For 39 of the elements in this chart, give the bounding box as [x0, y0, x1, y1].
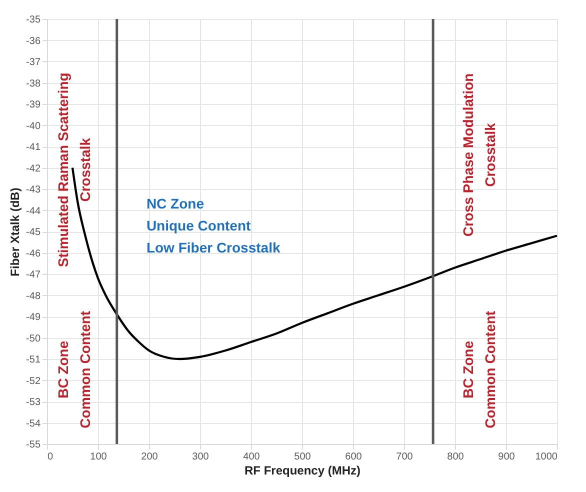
y-tick-label: -36 — [26, 36, 41, 47]
y-tick-label: -54 — [26, 418, 41, 430]
y-tick-label: -48 — [26, 290, 41, 302]
x-tick-label: 700 — [396, 452, 414, 462]
y-tick-label: -52 — [26, 376, 41, 387]
annotation: BC Zone Common Content — [54, 310, 93, 428]
y-axis-title: Fiber Xtalk (dB) — [8, 188, 22, 276]
y-tick-label: -35 — [26, 14, 41, 26]
y-tick-label: -45 — [26, 227, 41, 238]
x-tick-label: 200 — [141, 452, 158, 462]
y-tick-label: -55 — [26, 440, 41, 450]
x-tick-label: 0 — [48, 452, 54, 462]
y-tick-label: -42 — [26, 163, 41, 174]
y-tick-label: -37 — [26, 57, 41, 68]
y-tick-label: -38 — [26, 78, 41, 90]
y-tick-label: -40 — [26, 120, 41, 132]
x-tick-label: 900 — [498, 452, 516, 462]
x-tick-label: 300 — [192, 452, 210, 462]
annotation: BC Zone Common Content — [460, 310, 498, 428]
y-tick-label: -43 — [26, 184, 41, 196]
x-tick-label: 800 — [447, 452, 464, 462]
annotation: NC Zone Unique Content Low Fiber Crosstalk — [146, 196, 280, 256]
y-tick-label: -39 — [26, 100, 41, 110]
y-tick-label: -41 — [26, 142, 41, 153]
x-tick-label: 600 — [345, 452, 362, 462]
annotation: Stimulated Raman Scattering Crosstalk — [54, 72, 93, 268]
x-tick-label: 500 — [294, 452, 312, 462]
y-tick-label: -51 — [26, 354, 41, 366]
y-tick-label: -46 — [26, 248, 41, 260]
x-tick-label: 1000 — [535, 452, 558, 462]
y-tick-label: -44 — [26, 206, 41, 217]
y-tick-label: -50 — [26, 333, 41, 344]
y-tick-label: -49 — [26, 312, 41, 323]
x-tick-label: 400 — [243, 452, 260, 462]
x-axis-title: RF Frequency (MHz) — [244, 464, 361, 478]
x-tick-label: 100 — [90, 452, 108, 462]
y-tick-label: -47 — [26, 270, 41, 280]
annotation: Cross Phase Modulation Crosstalk — [460, 73, 498, 237]
y-tick-label: -53 — [26, 397, 41, 408]
